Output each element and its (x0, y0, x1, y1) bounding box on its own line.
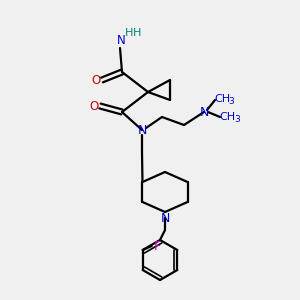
Text: N: N (199, 106, 209, 118)
Text: N: N (160, 212, 170, 226)
Text: 3: 3 (234, 116, 240, 124)
Text: O: O (89, 100, 99, 112)
Text: H: H (125, 28, 133, 38)
Text: CH: CH (214, 94, 230, 104)
Text: N: N (137, 124, 147, 136)
Text: O: O (92, 74, 100, 86)
Text: 3: 3 (228, 98, 234, 106)
Text: F: F (154, 239, 161, 253)
Text: CH: CH (219, 112, 235, 122)
Text: N: N (117, 34, 125, 46)
Text: H: H (133, 28, 141, 38)
